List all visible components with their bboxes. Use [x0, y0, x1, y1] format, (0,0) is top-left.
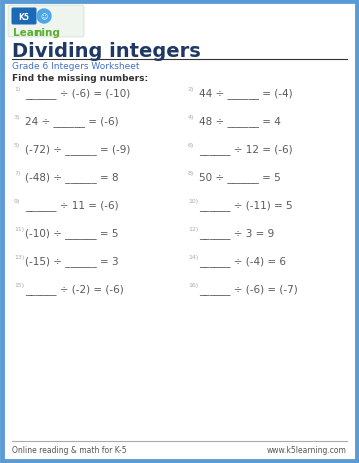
Text: K5: K5: [19, 13, 29, 21]
Text: (-10) ÷ ______ = 5: (-10) ÷ ______ = 5: [25, 227, 118, 238]
Text: 15): 15): [14, 282, 24, 288]
Text: 50 ÷ ______ = 5: 50 ÷ ______ = 5: [199, 172, 281, 182]
Text: ______ ÷ (-6) = (-7): ______ ÷ (-6) = (-7): [199, 283, 298, 294]
Text: ning: ning: [34, 28, 60, 38]
Text: 6): 6): [188, 143, 194, 148]
Text: ☺: ☺: [40, 14, 48, 20]
Text: 5): 5): [14, 143, 20, 148]
Text: 11): 11): [14, 226, 24, 232]
Text: 2): 2): [188, 87, 194, 92]
Text: 9): 9): [14, 199, 20, 204]
Text: 1): 1): [14, 87, 20, 92]
Text: ______ ÷ 12 = (-6): ______ ÷ 12 = (-6): [199, 144, 293, 155]
Text: (-15) ÷ ______ = 3: (-15) ÷ ______ = 3: [25, 256, 118, 266]
Text: 48 ÷ ______ = 4: 48 ÷ ______ = 4: [199, 116, 281, 127]
Text: www.k5learning.com: www.k5learning.com: [267, 445, 347, 454]
Text: ______ ÷ (-4) = 6: ______ ÷ (-4) = 6: [199, 256, 286, 266]
Text: (-48) ÷ ______ = 8: (-48) ÷ ______ = 8: [25, 172, 118, 182]
Text: 13): 13): [14, 255, 24, 259]
FancyBboxPatch shape: [8, 6, 84, 38]
Text: ______ ÷ 11 = (-6): ______ ÷ 11 = (-6): [25, 200, 118, 211]
FancyBboxPatch shape: [11, 8, 37, 25]
Text: 24 ÷ ______ = (-6): 24 ÷ ______ = (-6): [25, 116, 118, 127]
Text: ______ ÷ (-2) = (-6): ______ ÷ (-2) = (-6): [25, 283, 124, 294]
Text: 8): 8): [188, 171, 194, 175]
Text: 7): 7): [14, 171, 20, 175]
Text: 12): 12): [188, 226, 198, 232]
Text: Grade 6 Integers Worksheet: Grade 6 Integers Worksheet: [12, 62, 140, 71]
Text: 4): 4): [188, 115, 194, 120]
Circle shape: [37, 10, 51, 24]
Text: ______ ÷ (-11) = 5: ______ ÷ (-11) = 5: [199, 200, 293, 211]
Text: 16): 16): [188, 282, 198, 288]
Text: ______ ÷ 3 = 9: ______ ÷ 3 = 9: [199, 227, 274, 238]
Text: 10): 10): [188, 199, 198, 204]
Text: Find the missing numbers:: Find the missing numbers:: [12, 74, 148, 83]
Text: Dividing integers: Dividing integers: [12, 42, 201, 61]
Text: Lear: Lear: [13, 28, 39, 38]
Text: ______ ÷ (-6) = (-10): ______ ÷ (-6) = (-10): [25, 88, 130, 99]
Text: 14): 14): [188, 255, 198, 259]
Text: Online reading & math for K-5: Online reading & math for K-5: [12, 445, 127, 454]
Text: 3): 3): [14, 115, 20, 120]
Text: (-72) ÷ ______ = (-9): (-72) ÷ ______ = (-9): [25, 144, 130, 155]
Text: 44 ÷ ______ = (-4): 44 ÷ ______ = (-4): [199, 88, 293, 99]
